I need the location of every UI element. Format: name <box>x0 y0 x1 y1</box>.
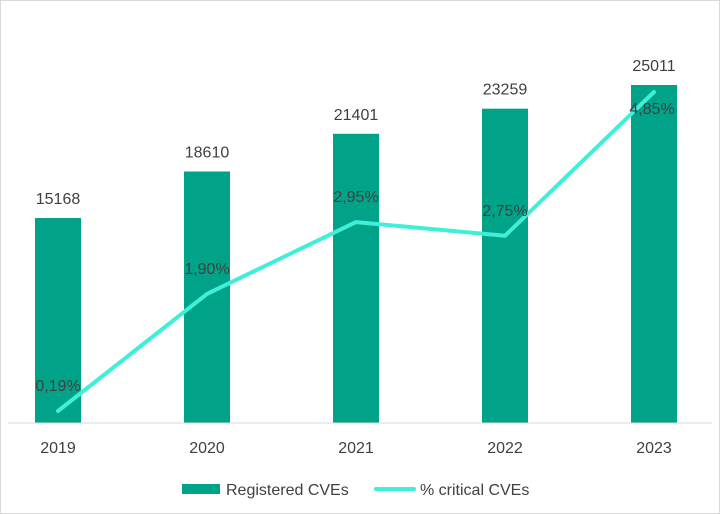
x-axis-tick-labels: 2019 2020 2021 2022 2023 <box>40 440 672 457</box>
x-tick-label-2019: 2019 <box>40 440 76 457</box>
line-value-label-2023: 4,85% <box>629 101 674 118</box>
bar-value-label-2021: 21401 <box>334 107 379 124</box>
x-tick-label-2023: 2023 <box>636 440 672 457</box>
line-value-label-2019: 0,19% <box>35 378 80 395</box>
critical-percentage-line <box>56 90 656 413</box>
bar-value-label-2020: 18610 <box>185 145 230 162</box>
line-value-label-2021: 2,95% <box>333 189 378 206</box>
line-value-labels: 0,19% 1,90% 2,95% 2,75% 4,85% <box>35 101 674 395</box>
legend-label-registered-cves: Registered CVEs <box>226 482 349 499</box>
bar-2023 <box>631 85 677 423</box>
line-value-label-2022: 2,75% <box>482 203 527 220</box>
bar-2021 <box>333 133 379 423</box>
x-tick-label-2021: 2021 <box>338 440 374 457</box>
x-tick-label-2020: 2020 <box>189 440 225 457</box>
bar-value-label-2022: 23259 <box>483 82 528 99</box>
legend-swatch-registered-cves <box>182 484 220 494</box>
legend: Registered CVEs % critical CVEs <box>182 482 529 499</box>
bar-value-label-2023: 25011 <box>632 58 675 75</box>
bar-value-label-2019: 15168 <box>36 191 81 208</box>
line-value-label-2020: 1,90% <box>184 261 229 278</box>
bar-2020 <box>184 171 230 423</box>
bar-2019 <box>35 218 81 423</box>
bar-2022 <box>482 108 528 423</box>
x-tick-label-2022: 2022 <box>487 440 523 457</box>
bar-series <box>35 85 677 423</box>
bar-value-labels: 15168 18610 21401 23259 25011 <box>36 58 676 208</box>
legend-label-critical-cves: % critical CVEs <box>420 482 529 499</box>
